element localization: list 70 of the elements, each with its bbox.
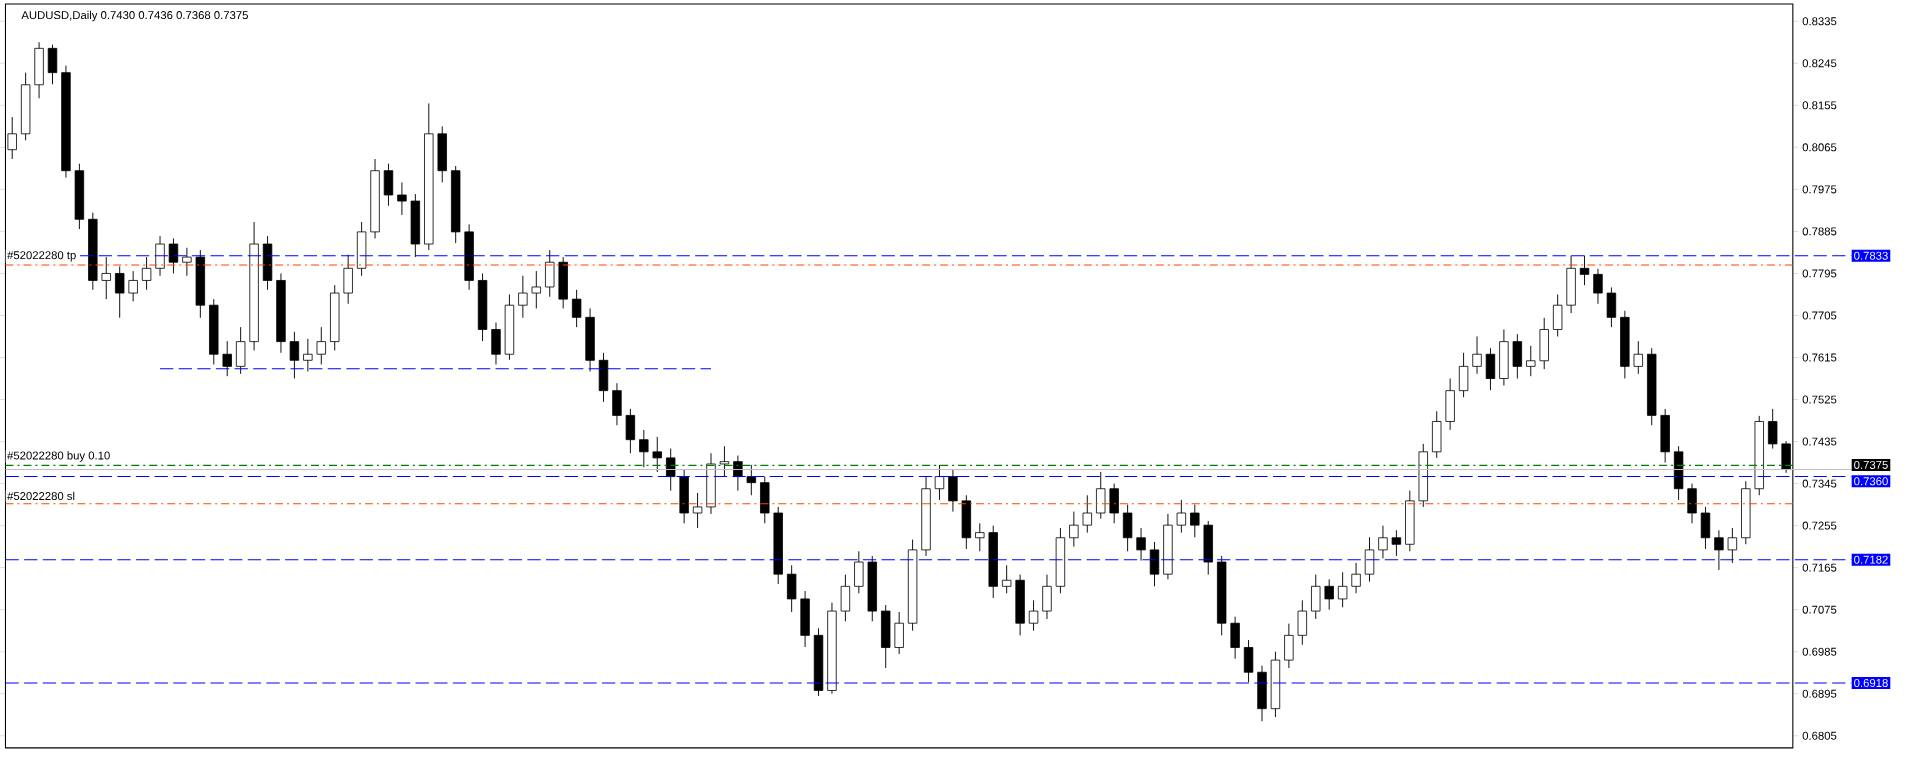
- candlestick: [115, 266, 125, 319]
- y-tick-label: 0.7885: [1802, 227, 1837, 236]
- candlestick: [1176, 499, 1187, 534]
- candlestick: [7, 116, 17, 160]
- candlestick: [1324, 578, 1334, 611]
- candlestick: [1351, 562, 1361, 594]
- candlestick: [1526, 345, 1536, 377]
- candlestick: [531, 270, 542, 309]
- y-tick-label: 0.8335: [1802, 17, 1837, 26]
- y-tick-label: 0.6895: [1802, 689, 1837, 698]
- candlestick: [1633, 340, 1643, 375]
- candlestick: [1337, 571, 1348, 608]
- candlestick: [934, 464, 945, 501]
- ref-line-label: 0.7833: [1854, 251, 1888, 260]
- candlestick: [397, 181, 407, 216]
- candlestick: [182, 247, 192, 277]
- ref-line-label: 0.7182: [1854, 555, 1888, 564]
- candlestick: [1082, 494, 1092, 534]
- candlestick: [518, 275, 528, 319]
- candlestick: [303, 338, 313, 373]
- candlestick: [1472, 336, 1482, 375]
- candlestick: [719, 445, 730, 478]
- y-tick-label: 0.8245: [1802, 59, 1837, 68]
- candlestick: [316, 326, 326, 366]
- candlestick: [1579, 255, 1590, 286]
- candlestick: [101, 256, 111, 300]
- ref-line-label: 0.7375: [1854, 460, 1888, 469]
- y-tick-label: 0.7795: [1802, 269, 1837, 278]
- y-tick-label: 0.7255: [1802, 521, 1837, 530]
- ref-line-label: #52022280 buy 0.10: [7, 451, 110, 462]
- text: AUDUSD,Daily 0.7430 0.7436 0.7368 0.7375: [21, 10, 248, 22]
- candlestick: [746, 464, 757, 496]
- candlestick: [665, 448, 676, 492]
- y-tick-label: 0.7525: [1802, 395, 1837, 404]
- y-tick-label: 0.7075: [1802, 605, 1837, 614]
- candlestick: [652, 436, 662, 473]
- candlestick: [1714, 529, 1724, 571]
- candlestick: [128, 270, 138, 302]
- y-tick-label: 0.7615: [1802, 353, 1837, 362]
- candlestick: [1727, 527, 1738, 564]
- y-tick-label: 0.6985: [1802, 647, 1837, 656]
- candlestick: [168, 238, 179, 274]
- candlestick: [1378, 525, 1388, 559]
- candlestick: [141, 256, 152, 291]
- candlestick: [1001, 564, 1012, 594]
- candlestick: [571, 289, 582, 328]
- candlestick: [1767, 408, 1778, 450]
- candlestick: [975, 522, 985, 552]
- candlestick: [639, 429, 649, 468]
- candlestick: [1593, 268, 1603, 305]
- ref-line-label: 0.6918: [1854, 679, 1888, 688]
- candlestick: [692, 492, 703, 529]
- y-tick-label: 0.8065: [1802, 143, 1837, 152]
- y-tick-label: 0.7435: [1802, 437, 1837, 446]
- y-tick-label: 0.8155: [1802, 101, 1837, 110]
- candlestick: [1069, 511, 1079, 548]
- y-tick-label: 0.6805: [1802, 731, 1837, 740]
- y-tick-label: 0.7705: [1802, 311, 1837, 320]
- candlestick: [1391, 529, 1402, 557]
- candlestick: [1190, 504, 1200, 538]
- y-tick-label: 0.7345: [1802, 479, 1837, 488]
- ref-line-label: #52022280 tp: [7, 251, 76, 262]
- candlestick: [222, 340, 232, 377]
- y-tick-label: 0.7165: [1802, 563, 1837, 572]
- candlestick: [1136, 527, 1146, 562]
- candlestick: [289, 331, 300, 380]
- ref-line-label: 0.7360: [1854, 477, 1888, 486]
- candlestick: [1028, 599, 1039, 632]
- ref-line-label: #52022280 sl: [7, 491, 75, 501]
- y-tick-label: 0.7975: [1802, 185, 1837, 194]
